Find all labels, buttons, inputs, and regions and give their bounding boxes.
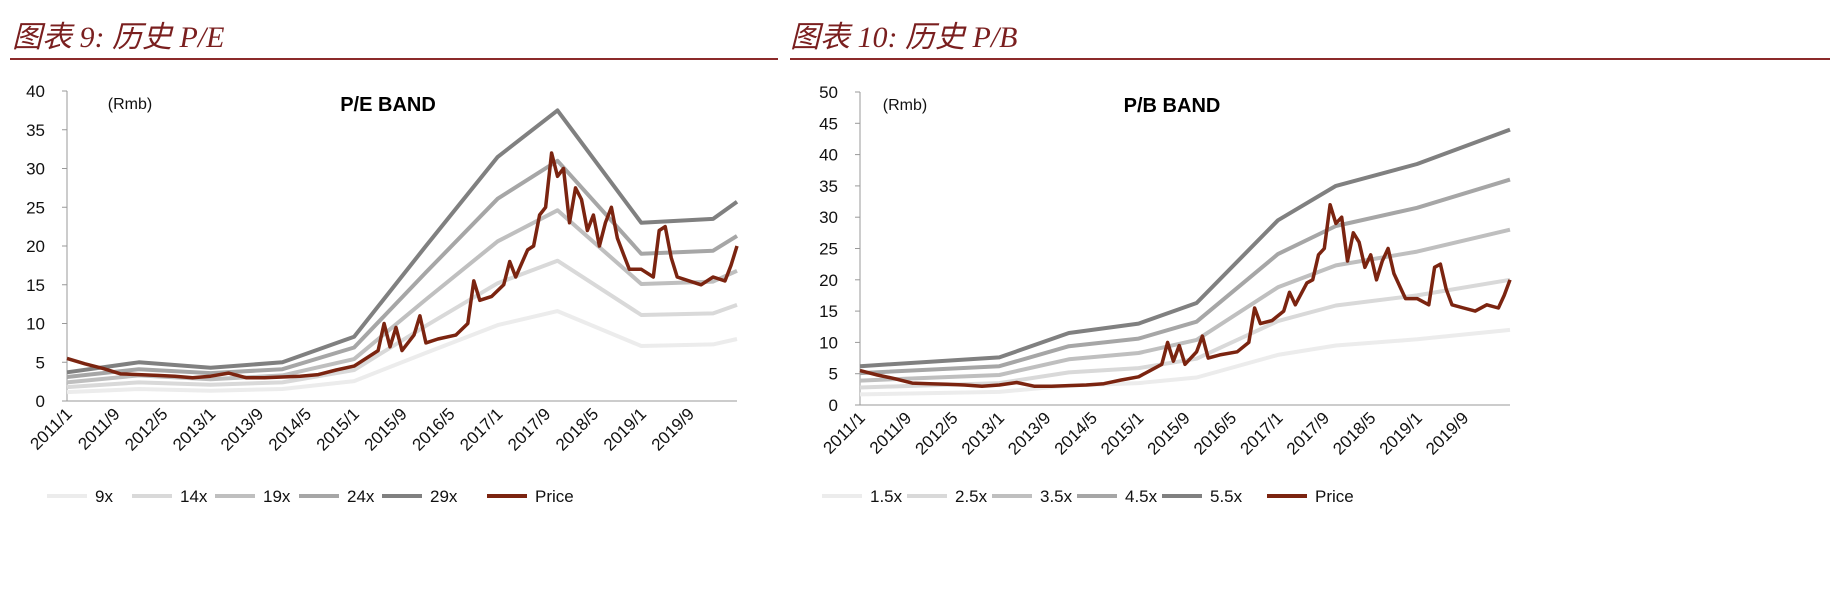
legend-item-5.5x: 5.5x <box>1162 487 1243 506</box>
chart-heading: P/B BAND <box>1124 95 1221 117</box>
title-divider-right <box>790 58 1830 60</box>
x-tick-label: 2016/5 <box>1190 408 1240 458</box>
y-tick-label: 40 <box>819 146 838 165</box>
price-line <box>66 151 739 380</box>
legend-item-Price: Price <box>1267 487 1354 506</box>
x-tick-label: 2017/1 <box>456 404 506 454</box>
y-tick-label: 15 <box>819 302 838 321</box>
x-tick-label: 2011/1 <box>820 408 869 457</box>
legend-item-14x: 14x <box>132 487 208 506</box>
x-tick-label: 2017/9 <box>504 404 554 454</box>
x-tick-label: 2019/9 <box>648 404 698 454</box>
band-line-1.5x <box>859 327 1511 397</box>
x-tick-label: 2018/5 <box>552 404 602 454</box>
x-tick-label: 2015/1 <box>1097 408 1147 458</box>
band-line-9x <box>66 309 738 395</box>
band-line-29x <box>66 108 739 375</box>
x-tick-label: 2016/5 <box>408 404 458 454</box>
x-tick-label: 2012/5 <box>911 408 961 458</box>
band-line-24x <box>66 158 739 379</box>
legend-label: 19x <box>263 487 291 506</box>
legend-label: 29x <box>430 487 458 506</box>
legend-item-Price: Price <box>487 487 574 506</box>
y-tick-label: 25 <box>26 198 45 217</box>
x-tick-label: 2014/5 <box>1051 408 1101 458</box>
chart-title-right: 图表 10: 历史 P/B <box>790 21 1018 54</box>
unit-label: (Rmb) <box>883 97 927 114</box>
legend-item-3.5x: 3.5x <box>992 487 1073 506</box>
legend-label: 3.5x <box>1040 487 1073 506</box>
y-tick-label: 30 <box>819 208 838 227</box>
y-tick-label: 35 <box>819 177 838 196</box>
chart-left: 0 5 10 15 20 25 30 35 40 2011/12011/92012/52013/1… <box>26 82 739 506</box>
y-tick-label: 5 <box>829 365 838 384</box>
legend-item-9x: 9x <box>47 487 113 506</box>
y-tick-label: 10 <box>819 333 838 352</box>
legend-item-4.5x: 4.5x <box>1077 487 1158 506</box>
legend-label: 5.5x <box>1210 487 1243 506</box>
x-tick-label: 2017/9 <box>1283 408 1333 458</box>
legend-item-2.5x: 2.5x <box>907 487 988 506</box>
x-tick-label: 2015/9 <box>1144 408 1194 458</box>
x-tick-label: 2017/1 <box>1236 408 1286 458</box>
y-tick-label: 10 <box>26 315 45 334</box>
legend-label: 4.5x <box>1125 487 1158 506</box>
x-tick-label: 2013/9 <box>217 404 267 454</box>
y-tick-label: 20 <box>26 237 45 256</box>
legend-item-1.5x: 1.5x <box>822 487 903 506</box>
band-line-14x <box>66 258 738 390</box>
legend-label: 14x <box>180 487 208 506</box>
chart-heading: P/E BAND <box>340 94 436 116</box>
title-divider-left <box>10 58 778 60</box>
unit-label: (Rmb) <box>108 96 152 113</box>
band-line-2.5x <box>859 277 1511 390</box>
x-tick-label: 2013/9 <box>1004 408 1054 458</box>
x-tick-label: 2013/1 <box>958 408 1008 458</box>
legend-label: 1.5x <box>870 487 903 506</box>
x-tick-label: 2019/1 <box>1376 408 1426 458</box>
y-tick-label: 30 <box>26 160 45 179</box>
y-tick-label: 5 <box>36 353 45 372</box>
x-tick-label: 2018/5 <box>1329 408 1379 458</box>
y-tick-label: 15 <box>26 276 45 295</box>
chart-title-left: 图表 9: 历史 P/E <box>12 21 225 54</box>
y-tick-label: 0 <box>36 392 45 411</box>
y-tick-label: 50 <box>819 83 838 102</box>
legend-label: 24x <box>347 487 375 506</box>
x-tick-label: 2011/9 <box>74 404 123 453</box>
y-tick-label: 45 <box>819 114 838 133</box>
legend-label: 2.5x <box>955 487 988 506</box>
y-tick-label: 40 <box>26 82 45 101</box>
legend-label: Price <box>1315 487 1354 506</box>
band-line-5.5x <box>859 127 1511 369</box>
legend-item-19x: 19x <box>215 487 291 506</box>
x-tick-label: 2015/1 <box>313 404 363 454</box>
chart-right: 051015202530354045502011/12011/92012/520… <box>819 83 1512 506</box>
y-tick-label: 25 <box>819 240 838 259</box>
x-tick-label: 2019/9 <box>1422 408 1472 458</box>
y-tick-label: 20 <box>819 271 838 290</box>
x-tick-label: 2015/9 <box>361 404 411 454</box>
legend-label: 9x <box>95 487 113 506</box>
x-tick-label: 2011/1 <box>27 404 76 453</box>
x-tick-label: 2013/1 <box>169 404 219 454</box>
legend-item-29x: 29x <box>382 487 458 506</box>
legend-label: Price <box>535 487 574 506</box>
y-tick-label: 35 <box>26 121 45 140</box>
y-tick-label: 0 <box>829 396 838 415</box>
price-line <box>859 202 1512 388</box>
x-tick-label: 2011/9 <box>866 408 915 457</box>
x-tick-label: 2019/1 <box>600 404 650 454</box>
x-tick-label: 2012/5 <box>121 404 171 454</box>
legend-item-24x: 24x <box>299 487 375 506</box>
band-line-4.5x <box>859 177 1511 376</box>
x-tick-label: 2014/5 <box>265 404 315 454</box>
